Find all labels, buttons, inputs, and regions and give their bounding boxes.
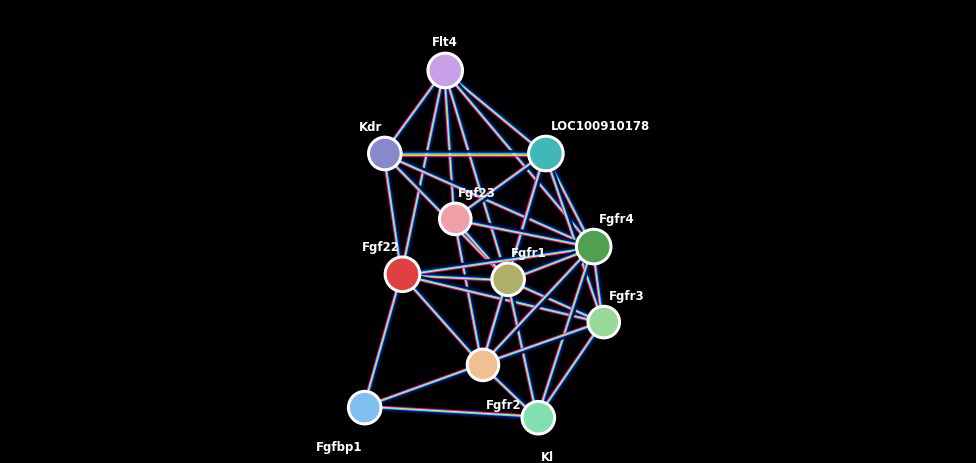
- Circle shape: [588, 306, 621, 339]
- Text: Kdr: Kdr: [359, 121, 383, 134]
- Circle shape: [491, 262, 525, 296]
- Circle shape: [590, 308, 618, 336]
- Circle shape: [347, 390, 382, 425]
- Text: Fgfr4: Fgfr4: [598, 213, 634, 226]
- Circle shape: [442, 205, 468, 232]
- Text: Fgfr3: Fgfr3: [609, 290, 644, 303]
- Circle shape: [528, 407, 549, 428]
- Circle shape: [387, 259, 418, 289]
- Circle shape: [430, 56, 461, 86]
- Circle shape: [583, 235, 605, 258]
- Circle shape: [472, 355, 493, 375]
- Text: Fgfbp1: Fgfbp1: [315, 441, 362, 454]
- Circle shape: [438, 202, 471, 236]
- Circle shape: [521, 400, 555, 435]
- Circle shape: [434, 59, 457, 82]
- Circle shape: [371, 139, 399, 168]
- Circle shape: [385, 256, 421, 293]
- Text: Fgf23: Fgf23: [458, 187, 496, 200]
- Circle shape: [368, 137, 402, 170]
- Circle shape: [498, 269, 518, 290]
- Circle shape: [354, 397, 375, 418]
- Circle shape: [374, 143, 395, 164]
- Circle shape: [579, 232, 609, 262]
- Text: Flt4: Flt4: [432, 36, 458, 50]
- Text: LOC100910178: LOC100910178: [550, 120, 650, 133]
- Circle shape: [531, 138, 561, 169]
- Circle shape: [427, 52, 464, 88]
- Circle shape: [391, 263, 414, 286]
- Circle shape: [593, 312, 614, 332]
- Circle shape: [350, 394, 379, 422]
- Circle shape: [494, 265, 522, 294]
- Circle shape: [469, 351, 497, 378]
- Circle shape: [467, 348, 500, 382]
- Circle shape: [576, 228, 612, 265]
- Text: Fgf22: Fgf22: [362, 241, 400, 254]
- Text: Fgfr2: Fgfr2: [485, 399, 521, 412]
- Circle shape: [535, 142, 557, 165]
- Circle shape: [528, 135, 564, 172]
- Text: Kl: Kl: [541, 451, 554, 463]
- Text: Fgfr1: Fgfr1: [510, 247, 547, 260]
- Circle shape: [445, 209, 466, 229]
- Circle shape: [524, 404, 552, 432]
